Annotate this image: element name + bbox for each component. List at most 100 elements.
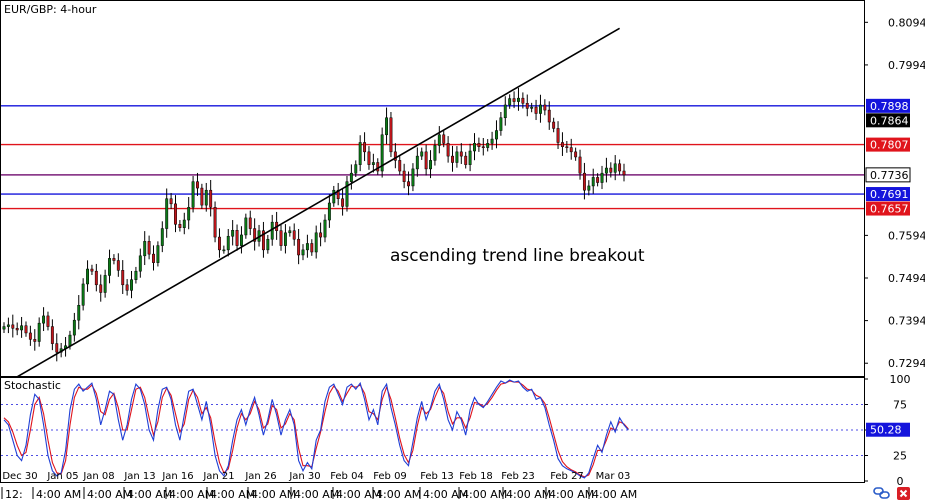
price-tick-label: 0.7294	[888, 357, 925, 370]
date-tick-label: Jan 08	[82, 471, 114, 482]
candle-body	[37, 322, 41, 342]
candle-body	[169, 198, 173, 205]
time-tick-label: 4:00 AM	[294, 488, 339, 501]
candle-body	[182, 219, 186, 228]
candle-body	[534, 106, 538, 114]
date-tick-label: Feb 18	[459, 471, 493, 482]
time-tick-label: 4:00 AM	[210, 488, 255, 501]
link-icon[interactable]	[873, 487, 890, 499]
candle-body	[499, 117, 503, 131]
candle-body	[68, 334, 72, 346]
candle-body	[468, 150, 472, 165]
candle-body	[292, 230, 296, 240]
stochastic-k-line	[3, 379, 629, 479]
candle-body	[591, 177, 595, 187]
date-tick-label: Feb 27	[550, 471, 584, 482]
candle-body	[20, 325, 24, 331]
candle-body	[530, 106, 534, 109]
candle-body	[55, 343, 59, 353]
candle-body	[235, 230, 239, 246]
candle-body	[380, 134, 384, 172]
candle-body	[253, 228, 257, 242]
candle-body	[363, 142, 367, 153]
level-price-label: 0.7657	[870, 203, 909, 216]
candle-body	[521, 97, 525, 104]
candle-body	[239, 234, 243, 246]
candle-body	[196, 181, 199, 189]
price-badge	[866, 113, 910, 128]
candle-body	[156, 245, 160, 263]
candle-body	[319, 232, 323, 238]
stochastic-title: Stochastic	[4, 379, 61, 392]
level-price-label: 0.7736	[870, 169, 909, 182]
time-tick-label: 12:	[5, 488, 23, 501]
time-tick-label: 4:00 AM	[592, 488, 637, 501]
candle-body	[42, 315, 46, 324]
chart-title: EUR/GBP: 4-hour	[4, 3, 97, 16]
candle-body	[86, 268, 89, 285]
candle-body	[200, 187, 204, 206]
close-icon[interactable]	[897, 487, 910, 500]
candle-body	[222, 249, 226, 252]
time-tick-label: 4:00 AM	[36, 488, 81, 501]
candle-body	[152, 253, 155, 263]
candle-body	[587, 185, 591, 191]
candle-body	[332, 189, 336, 204]
candle-body	[582, 172, 586, 191]
candle-body	[415, 155, 419, 170]
candle-body	[310, 243, 314, 253]
time-tick-label: 4:00 AM	[376, 488, 421, 501]
candle-body	[604, 167, 608, 174]
candle-body	[143, 241, 147, 257]
stochastic-value-badge	[866, 422, 910, 437]
level-price-badge	[866, 201, 910, 216]
date-tick-label: Jan 30	[288, 471, 320, 482]
level-price-badge	[866, 98, 910, 113]
time-tick-label: 4:00 AM	[506, 488, 551, 501]
candle-body	[398, 160, 402, 172]
level-price-label: 0.7807	[870, 139, 909, 152]
candle-body	[279, 230, 283, 246]
candle-body	[367, 151, 371, 165]
candle-body	[376, 162, 380, 172]
level-price-badge	[866, 187, 910, 202]
candle-body	[455, 151, 459, 163]
stochastic-panel: Stochastic	[0, 377, 865, 483]
time-tick-label: 4:00 AM	[423, 488, 468, 501]
candle-body	[503, 104, 507, 119]
time-axis: Dec 30 Jan 05 Jan 08 Jan 13 Jan 16 Jan 21 Jan …	[1, 471, 637, 501]
candle-body	[385, 117, 389, 136]
candle-body	[613, 163, 617, 173]
date-tick-label: Dec 30	[2, 471, 37, 482]
candle-body	[191, 181, 195, 208]
price-label: 0.7864	[870, 114, 909, 127]
candle-body	[358, 142, 362, 165]
date-tick-label: Feb 09	[373, 471, 407, 482]
candle-body	[231, 230, 235, 237]
candle-body	[508, 98, 512, 106]
candle-body	[160, 228, 164, 246]
date-tick-label: Feb 13	[420, 471, 454, 482]
candle-body	[543, 104, 547, 111]
candle-body	[512, 98, 516, 102]
date-tick-label: Jan 05	[46, 471, 78, 482]
candle-body	[174, 203, 177, 225]
candle-body	[490, 138, 494, 144]
candle-body	[451, 155, 454, 163]
candle-body	[2, 326, 6, 330]
candle-body	[622, 170, 626, 176]
date-tick-label: Jan 16	[161, 471, 193, 482]
date-tick-label: Feb 04	[330, 471, 364, 482]
candle-body	[108, 258, 111, 276]
candle-body	[213, 207, 217, 238]
time-tick-label: 4:00 AM	[127, 488, 172, 501]
candle-body	[121, 270, 125, 286]
candle-body	[134, 270, 138, 280]
time-tick-label: 4:00 AM	[462, 488, 507, 501]
candle-body	[389, 117, 393, 153]
candle-body	[459, 151, 463, 157]
price-tick-label: 0.7494	[888, 272, 925, 285]
candle-body	[345, 181, 349, 207]
candle-body	[596, 177, 600, 183]
